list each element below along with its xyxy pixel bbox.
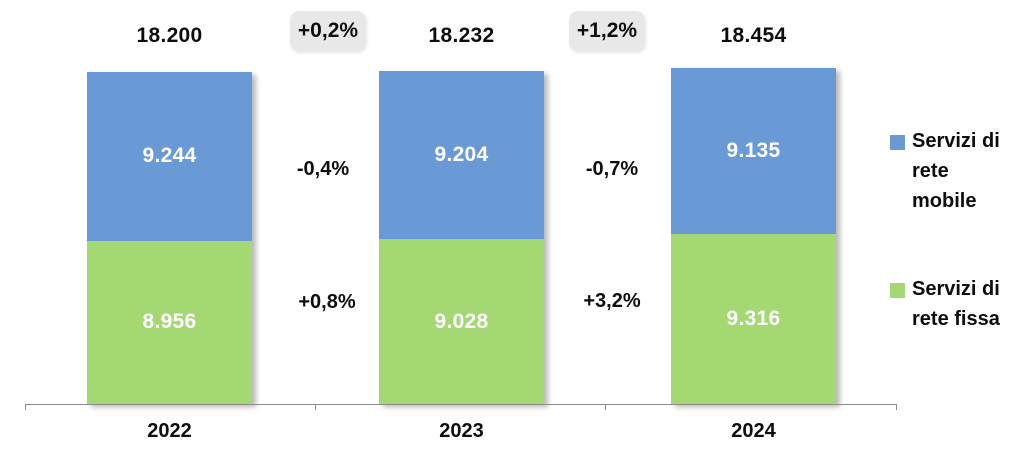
mobile-change-label: -0,7% (585, 158, 639, 180)
axis-tick (315, 404, 316, 410)
legend-swatch (890, 283, 905, 298)
fissa-segment: 9.316 (671, 234, 836, 404)
mobile-segment: 9.244 (87, 72, 252, 241)
x-tick-label-2023: 2023 (439, 420, 484, 442)
segment-value: 9.316 (726, 307, 781, 331)
total-label-2022: 18.200 (136, 24, 203, 47)
legend-label-mobile: Servizi di rete mobile (912, 130, 1000, 212)
x-tick-label-2022: 2022 (147, 420, 192, 442)
segment-value: 9.135 (726, 138, 781, 162)
bar-group: 9.244 8.956 (87, 72, 252, 404)
segment-value: 8.956 (142, 310, 197, 334)
total-label-2024: 18.454 (720, 24, 787, 47)
segment-value: 9.244 (142, 144, 197, 168)
axis-tick (896, 404, 897, 410)
fissa-segment: 9.028 (379, 239, 544, 404)
fissa-segment: 8.956 (87, 240, 252, 404)
change-badge: +1,2% (569, 11, 645, 51)
segment-value: 9.028 (434, 309, 489, 333)
bar-group: 9.135 9.316 (671, 67, 836, 404)
axis-tick (25, 404, 26, 410)
mobile-change-label: -0,4% (296, 158, 350, 180)
mobile-segment: 9.135 (671, 67, 836, 235)
change-badge: +0,2% (290, 11, 366, 51)
total-label-2023: 18.232 (428, 24, 495, 47)
bar-group: 9.204 9.028 (379, 71, 544, 404)
fissa-change-label: +0,8% (298, 291, 356, 313)
axis-tick (605, 404, 606, 410)
mobile-segment: 9.204 (379, 71, 544, 240)
legend-swatch (890, 135, 905, 150)
x-tick-label-2024: 2024 (731, 420, 776, 442)
segment-value: 9.204 (434, 143, 489, 167)
legend-label-fissa: Servizi di rete fissa (912, 278, 1000, 330)
fissa-change-label: +3,2% (583, 290, 641, 312)
x-axis-line (25, 404, 897, 405)
